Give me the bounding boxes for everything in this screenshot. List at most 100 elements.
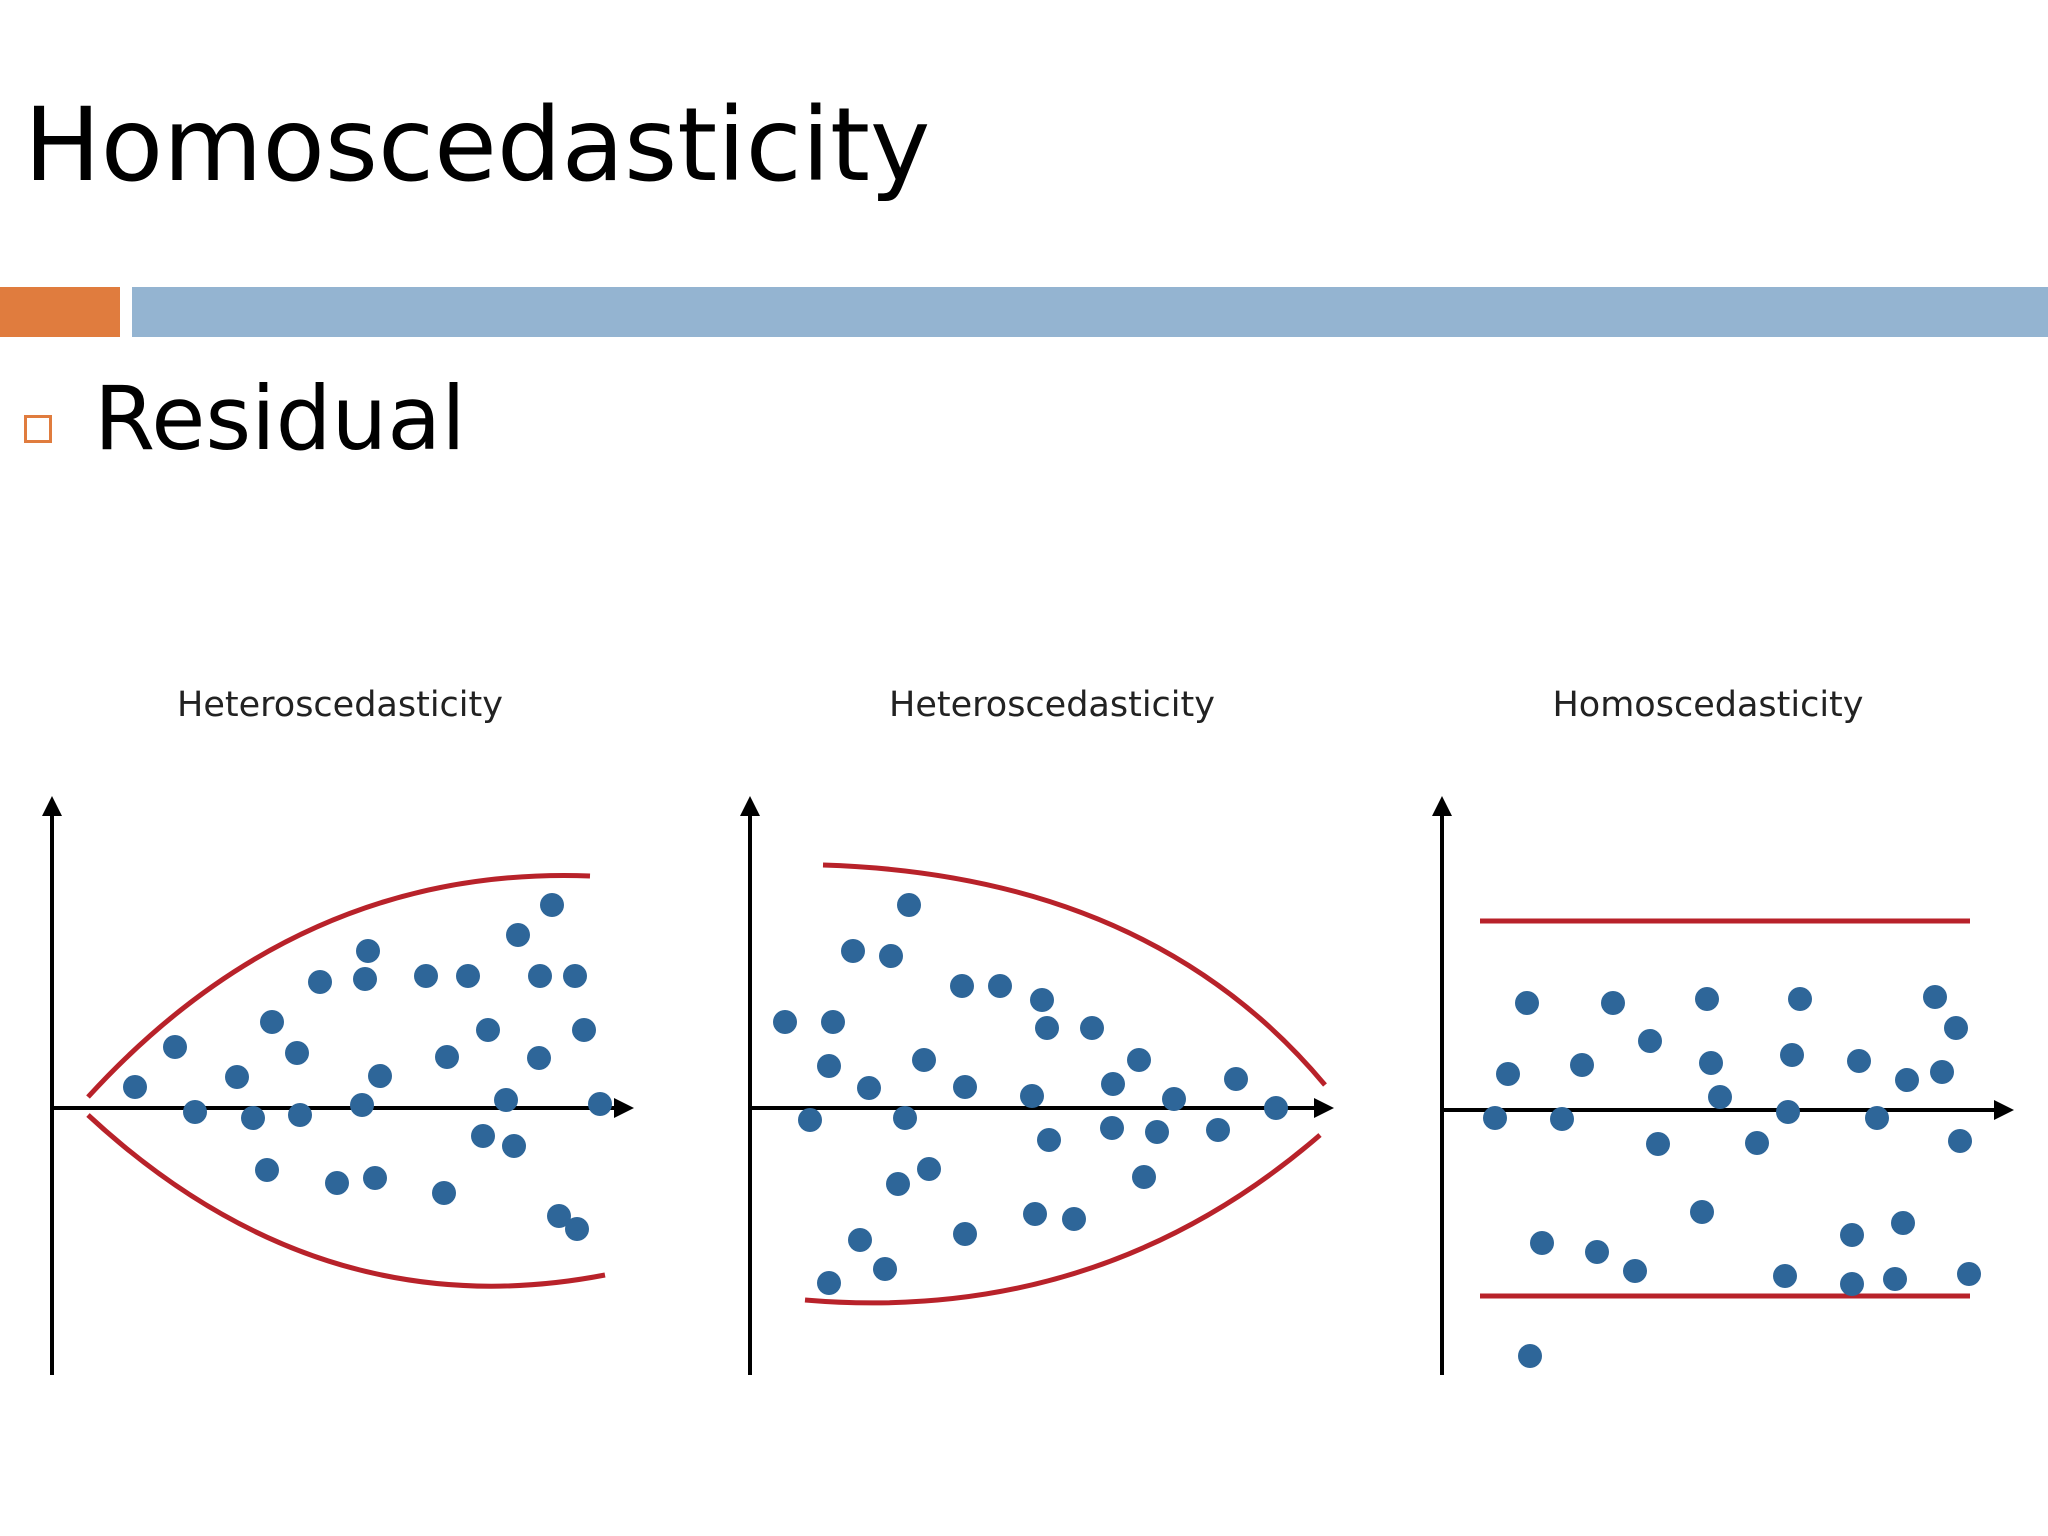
data-point <box>1483 1106 1507 1130</box>
data-point <box>288 1103 312 1127</box>
data-point <box>1623 1259 1647 1283</box>
data-point <box>873 1257 897 1281</box>
data-point <box>950 974 974 998</box>
data-point <box>1944 1016 1968 1040</box>
data-point <box>1206 1118 1230 1142</box>
data-point <box>988 974 1012 998</box>
data-point <box>285 1041 309 1065</box>
data-point <box>1023 1202 1047 1226</box>
data-point <box>563 964 587 988</box>
data-point <box>1930 1060 1954 1084</box>
data-point <box>1264 1096 1288 1120</box>
data-point <box>183 1100 207 1124</box>
data-point <box>502 1134 526 1158</box>
data-point <box>1773 1264 1797 1288</box>
title-accent-blue-bar <box>132 287 2048 337</box>
data-point <box>1708 1085 1732 1109</box>
panel-title-3: Homoscedasticity <box>1552 685 1863 725</box>
data-point <box>565 1217 589 1241</box>
data-point <box>1776 1100 1800 1124</box>
panel-title-1: Heteroscedasticity <box>177 685 503 725</box>
data-points-2 <box>773 893 1288 1295</box>
data-point <box>1923 985 1947 1009</box>
data-point <box>540 893 564 917</box>
data-point <box>1745 1131 1769 1155</box>
data-point <box>1496 1062 1520 1086</box>
data-point <box>1891 1211 1915 1235</box>
data-point <box>841 939 865 963</box>
data-point <box>879 944 903 968</box>
data-point <box>1840 1272 1864 1296</box>
data-point <box>225 1065 249 1089</box>
data-point <box>817 1054 841 1078</box>
panel-title-2: Heteroscedasticity <box>889 685 1215 725</box>
data-point <box>773 1010 797 1034</box>
plot-panel-3: Homoscedasticity <box>1432 685 2014 1375</box>
data-point <box>471 1124 495 1148</box>
upper-boundary-curve-1 <box>86 873 591 1099</box>
data-point <box>260 1010 284 1034</box>
data-points-3 <box>1483 985 1981 1368</box>
data-point <box>308 970 332 994</box>
data-point <box>1695 987 1719 1011</box>
data-point <box>1948 1129 1972 1153</box>
plot-panel-1: Heteroscedasticity <box>42 685 634 1375</box>
data-points-1 <box>123 893 612 1241</box>
data-point <box>547 1204 571 1228</box>
data-point <box>1840 1223 1864 1247</box>
data-point <box>886 1172 910 1196</box>
data-point <box>506 923 530 947</box>
upper-boundary-curve-2 <box>822 862 1327 1087</box>
data-point <box>1895 1068 1919 1092</box>
data-point <box>1788 987 1812 1011</box>
data-point <box>953 1075 977 1099</box>
lower-boundary-curve-2 <box>804 1133 1322 1306</box>
data-point <box>1780 1043 1804 1067</box>
data-point <box>1132 1165 1156 1189</box>
data-point <box>494 1088 518 1112</box>
data-point <box>255 1158 279 1182</box>
data-point <box>368 1064 392 1088</box>
data-point <box>432 1181 456 1205</box>
bullet-text: Residual <box>94 367 466 470</box>
data-point <box>1585 1240 1609 1264</box>
data-point <box>817 1271 841 1295</box>
square-bullet-icon <box>24 415 52 443</box>
data-point <box>1530 1231 1554 1255</box>
data-point <box>1100 1116 1124 1140</box>
data-point <box>1145 1120 1169 1144</box>
data-point <box>1035 1016 1059 1040</box>
title-accent-orange-bar <box>0 287 120 337</box>
data-point <box>1037 1128 1061 1152</box>
data-point <box>476 1018 500 1042</box>
data-point <box>325 1171 349 1195</box>
data-point <box>572 1018 596 1042</box>
data-point <box>414 964 438 988</box>
data-point <box>1127 1048 1151 1072</box>
data-point <box>917 1157 941 1181</box>
data-point <box>435 1045 459 1069</box>
data-point <box>1957 1262 1981 1286</box>
data-point <box>350 1093 374 1117</box>
data-point <box>1550 1107 1574 1131</box>
slide-title: Homoscedasticity <box>24 86 931 205</box>
data-point <box>1638 1029 1662 1053</box>
data-point <box>857 1076 881 1100</box>
data-point <box>1883 1267 1907 1291</box>
plot-panel-2: Heteroscedasticity <box>740 685 1334 1375</box>
data-point <box>953 1222 977 1246</box>
data-point <box>1080 1016 1104 1040</box>
data-point <box>798 1108 822 1132</box>
data-point <box>1518 1344 1542 1368</box>
data-point <box>363 1166 387 1190</box>
data-point <box>353 967 377 991</box>
data-point <box>163 1035 187 1059</box>
data-point <box>1020 1084 1044 1108</box>
data-point <box>1601 991 1625 1015</box>
data-point <box>588 1092 612 1116</box>
data-point <box>1224 1067 1248 1091</box>
data-point <box>527 1046 551 1070</box>
data-point <box>528 964 552 988</box>
residual-plots-diagram: Heteroscedasticity Heteroscedasticity Ho… <box>42 685 2014 1375</box>
data-point <box>1570 1053 1594 1077</box>
